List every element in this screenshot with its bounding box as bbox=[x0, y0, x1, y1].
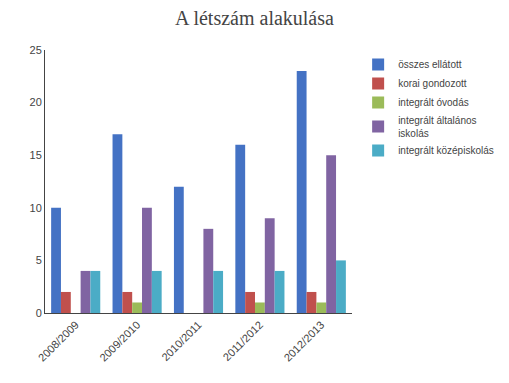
svg-text:2011/2012: 2011/2012 bbox=[221, 319, 266, 364]
svg-text:25: 25 bbox=[30, 44, 42, 56]
svg-text:20: 20 bbox=[30, 96, 42, 108]
svg-text:15: 15 bbox=[30, 149, 42, 161]
svg-text:0: 0 bbox=[36, 307, 42, 319]
svg-text:összes ellátott: összes ellátott bbox=[398, 59, 462, 70]
svg-text:5: 5 bbox=[36, 254, 42, 266]
svg-text:integrált általánosiskolás: integrált általánosiskolás bbox=[398, 115, 476, 139]
svg-text:A létszám alakulása: A létszám alakulása bbox=[175, 7, 334, 29]
svg-text:2012/2013: 2012/2013 bbox=[281, 319, 326, 364]
svg-text:2009/2010: 2009/2010 bbox=[97, 319, 142, 364]
svg-text:10: 10 bbox=[30, 202, 42, 214]
svg-text:2010/2011: 2010/2011 bbox=[159, 319, 204, 364]
svg-text:korai gondozott: korai gondozott bbox=[398, 78, 467, 89]
svg-text:2008/2009: 2008/2009 bbox=[36, 319, 81, 364]
svg-text:integrált középiskolás: integrált középiskolás bbox=[398, 145, 494, 156]
svg-text:integrált óvodás: integrált óvodás bbox=[398, 97, 469, 108]
